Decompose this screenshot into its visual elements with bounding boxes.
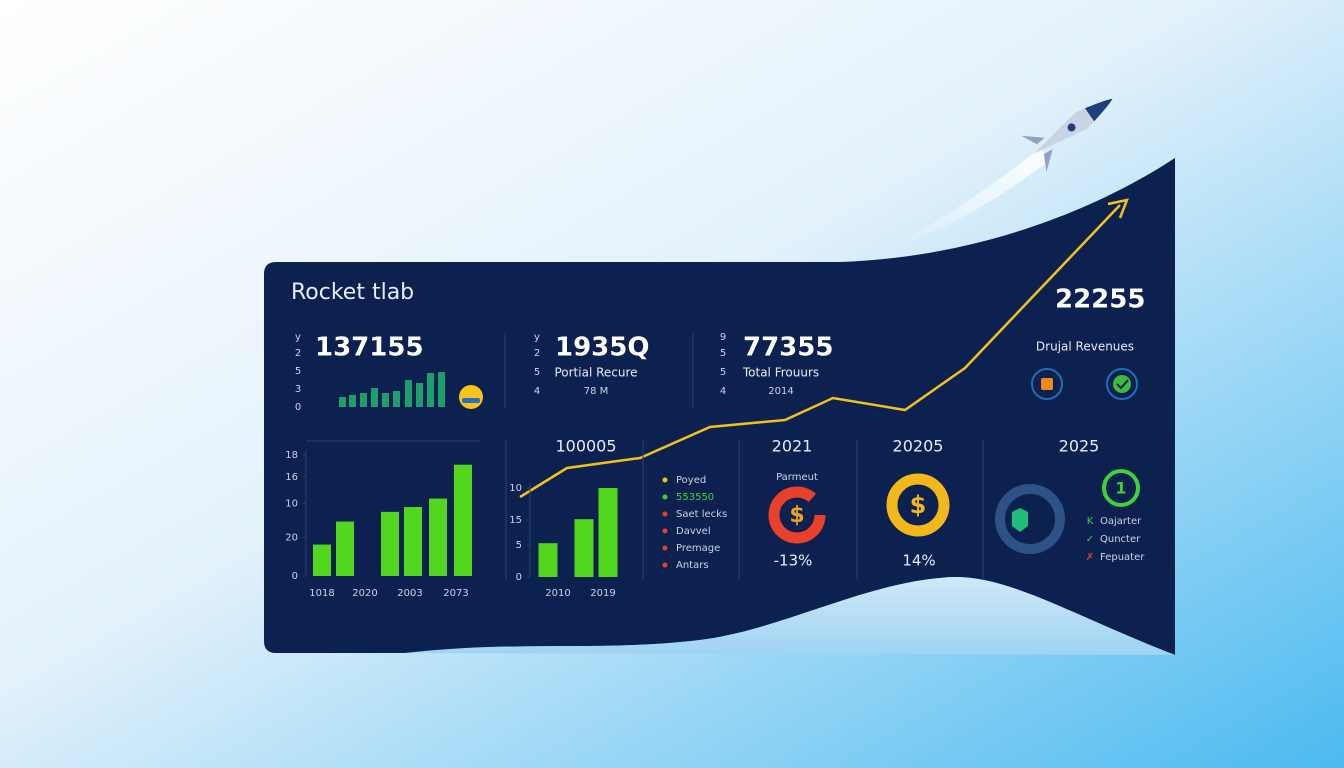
check-icon: K (1087, 516, 1094, 527)
icon (1113, 375, 1131, 393)
y-tick-label: 5 (516, 540, 522, 551)
donut (995, 484, 1065, 554)
x-tick-label: 2003 (397, 588, 422, 599)
legend-label: Premage (676, 543, 720, 554)
kpi-tick: 5 (720, 348, 726, 359)
wave (405, 576, 1175, 655)
kpi-sub: 2014 (768, 386, 793, 397)
legend-label: Saet lecks (676, 509, 727, 520)
kpi-tick: 5 (295, 366, 301, 377)
legend-label: 553550 (676, 492, 714, 503)
x-tick-label: 1018 (309, 588, 334, 599)
donut-icon: $ (910, 491, 927, 519)
legend-dot (662, 545, 668, 551)
bar (313, 544, 331, 576)
column-header: 2025 (1059, 437, 1100, 456)
kpi-tick: 5 (720, 367, 726, 378)
y-tick-label: 20 (285, 532, 298, 543)
check-icon: ✓ (1086, 534, 1094, 545)
y-tick-label: 10 (509, 483, 522, 494)
bar (598, 488, 618, 577)
kpi-label: Portial Recure (554, 366, 637, 380)
x-tick-label: 2019 (590, 588, 615, 599)
badge: 1 (1115, 479, 1126, 498)
kpi-value: 77355 (743, 333, 833, 363)
legend-label: Antars (676, 560, 709, 571)
kpi-tick: 4 (534, 386, 540, 397)
kpi-value: 1935Q (555, 333, 649, 363)
x-tick-label: 2010 (545, 588, 570, 599)
bar (454, 464, 472, 576)
kpi-value: 137155 (315, 333, 424, 363)
shield-icon (1012, 508, 1028, 532)
y-tick-label: 0 (292, 571, 298, 582)
legend-dot (662, 528, 668, 534)
y-tick-label: 16 (285, 472, 298, 483)
check-label: Fepuater (1100, 552, 1145, 563)
kpi-tick: y (534, 332, 540, 343)
y-tick-label: 10 (285, 498, 298, 509)
legend-dot (662, 477, 668, 483)
x-tick-label: 2073 (443, 588, 468, 599)
y-tick-label: 15 (509, 515, 522, 526)
donut (886, 473, 950, 537)
dashboard-panel (264, 158, 1175, 655)
emoji-mask (462, 398, 480, 403)
legend-label: Davvel (676, 526, 711, 537)
kpi-tick: 5 (534, 367, 540, 378)
bar (429, 498, 447, 576)
donut-label: Parmeut (776, 472, 818, 483)
kpi-tick: 9 (720, 332, 726, 343)
bar (404, 507, 422, 576)
legend-dot (662, 494, 668, 500)
bar (381, 511, 399, 576)
icon (1041, 378, 1053, 390)
title: Rocket tlab (291, 280, 414, 305)
dividers (306, 333, 984, 580)
kpi-tick: 2 (295, 348, 301, 359)
legend-dot (662, 511, 668, 517)
trend-line (519, 204, 1121, 499)
bar (336, 521, 354, 576)
column-header: 100005 (555, 437, 616, 456)
badge-ring (1102, 469, 1140, 507)
check-label: Quncter (1100, 534, 1141, 545)
kpi-tick: 0 (295, 402, 301, 413)
donut-value: -13% (774, 552, 813, 570)
kpi-tick: 4 (720, 386, 726, 397)
column-header: 20205 (893, 437, 944, 456)
rocket (1021, 98, 1113, 172)
icon-check (1116, 379, 1129, 390)
bar (574, 519, 594, 577)
mini-bars (339, 372, 445, 407)
kpi-label: Total Frouurs (742, 366, 819, 380)
emoji (459, 385, 483, 409)
legend-dot (662, 562, 668, 568)
icon-ring (1031, 368, 1063, 400)
legend-label: Poyed (676, 475, 706, 486)
x-tick-label: 2020 (352, 588, 377, 599)
kpi-tick: 2 (534, 348, 540, 359)
icon-ring (1106, 368, 1138, 400)
kpi-tick: 3 (295, 384, 301, 395)
column-header: 2021 (772, 437, 813, 456)
y-tick-label: 0 (516, 572, 522, 583)
donut-value: 14% (902, 552, 935, 570)
kpi-tick: y (295, 332, 301, 343)
y-tick-label: 18 (285, 450, 298, 461)
check-icon: ✗ (1086, 552, 1094, 563)
kpi-sub: 78 M (584, 386, 609, 397)
trend-arrow (1107, 198, 1130, 219)
bar (538, 543, 558, 577)
headline: 22255 (1055, 285, 1145, 315)
revenues-label: Drujal Revenues (1036, 340, 1134, 354)
donut (768, 486, 826, 544)
check-label: Oajarter (1100, 516, 1142, 527)
donut-icon: $ (789, 503, 804, 528)
rocket-trail (890, 148, 1050, 248)
